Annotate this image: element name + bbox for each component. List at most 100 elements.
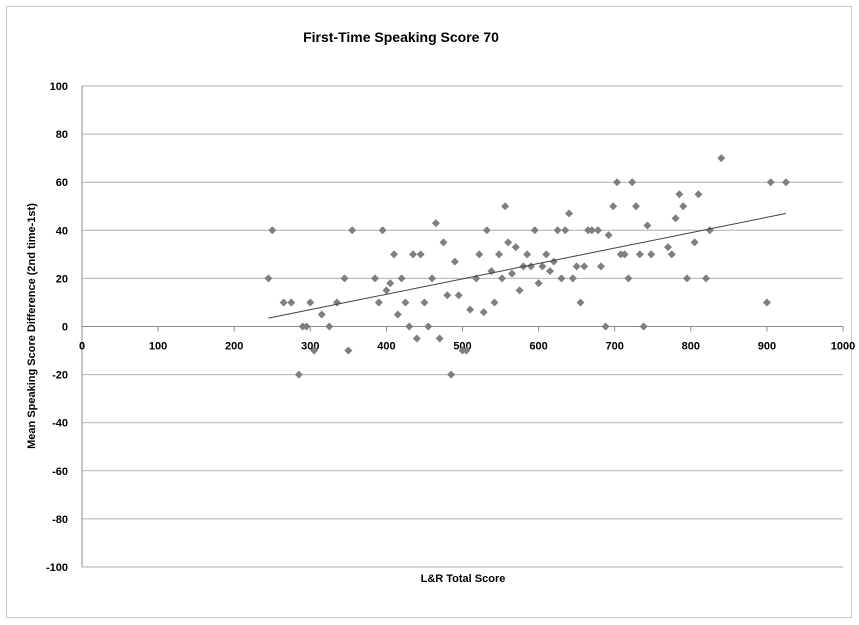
data-point: [302, 322, 311, 331]
data-point: [479, 308, 488, 317]
data-point: [639, 322, 648, 331]
data-point: [310, 346, 319, 355]
data-point: [766, 178, 775, 187]
data-point: [325, 322, 334, 331]
y-tick-label: 20: [56, 273, 68, 285]
data-point: [466, 305, 475, 314]
data-point: [762, 298, 771, 307]
data-point: [635, 250, 644, 259]
data-point: [597, 262, 606, 271]
y-tick-label: 0: [62, 322, 68, 334]
y-tick-label: 80: [56, 129, 68, 141]
data-point: [679, 202, 688, 211]
chart-frame: [6, 6, 852, 618]
x-tick-label: 1000: [831, 341, 855, 353]
data-point: [534, 279, 543, 288]
chart-title: First-Time Speaking Score 70: [303, 29, 499, 45]
y-tick-label: 60: [56, 177, 68, 189]
data-point: [435, 334, 444, 343]
data-point: [628, 178, 637, 187]
data-point: [344, 346, 353, 355]
data-point: [604, 231, 613, 240]
data-point: [397, 274, 406, 283]
data-point: [530, 226, 539, 235]
data-point: [538, 262, 547, 271]
data-point: [498, 274, 507, 283]
data-point: [675, 190, 684, 199]
data-point: [667, 250, 676, 259]
data-point: [620, 250, 629, 259]
data-point: [682, 274, 691, 283]
data-point: [424, 322, 433, 331]
y-tick-labels: 100 80 60 40 20 0 -20 -40 -60 -80 -100: [46, 81, 68, 574]
data-point: [561, 226, 570, 235]
data-point: [572, 262, 581, 271]
data-point: [690, 238, 699, 247]
data-point: [705, 226, 714, 235]
data-point: [287, 298, 296, 307]
data-point: [386, 279, 395, 288]
data-point: [781, 178, 790, 187]
data-point: [546, 267, 555, 276]
data-point: [568, 274, 577, 283]
data-point: [409, 250, 418, 259]
data-point: [450, 257, 459, 266]
data-point: [612, 178, 621, 187]
data-point: [717, 154, 726, 163]
data-point: [593, 226, 602, 235]
data-point: [663, 243, 672, 252]
data-point: [412, 334, 421, 343]
data-point: [523, 250, 532, 259]
y-tick-label: 100: [50, 81, 68, 93]
data-point: [515, 286, 524, 295]
x-axis-label: L&R Total Score: [421, 573, 506, 585]
data-point: [378, 226, 387, 235]
x-tick-label: 400: [377, 341, 395, 353]
data-point: [382, 286, 391, 295]
data-point: [526, 262, 535, 271]
data-point: [462, 346, 471, 355]
data-point: [443, 291, 452, 300]
y-axis-label: Mean Speaking Score Difference (2nd time…: [26, 203, 38, 449]
data-point: [694, 190, 703, 199]
data-point: [317, 310, 326, 319]
data-point: [702, 274, 711, 283]
data-point: [279, 298, 288, 307]
x-tick-label: 600: [529, 341, 547, 353]
x-tick-label: 800: [682, 341, 700, 353]
data-point: [671, 214, 680, 223]
data-point: [447, 370, 456, 379]
trendline-group: [268, 212, 787, 319]
x-tick-label: 200: [225, 341, 243, 353]
data-point: [632, 202, 641, 211]
data-point: [609, 202, 618, 211]
axes: [81, 86, 844, 567]
x-tick-label: 900: [758, 341, 776, 353]
data-point: [501, 202, 510, 211]
y-tick-label: -40: [52, 418, 68, 430]
data-point: [439, 238, 448, 247]
data-point: [576, 298, 585, 307]
data-point: [507, 269, 516, 278]
data-point: [390, 250, 399, 259]
data-point: [420, 298, 429, 307]
data-point: [268, 226, 277, 235]
data-point: [624, 274, 633, 283]
data-point: [431, 219, 440, 228]
data-point: [557, 274, 566, 283]
data-point: [495, 250, 504, 259]
data-point: [370, 274, 379, 283]
data-point: [374, 298, 383, 307]
y-tick-label: 40: [56, 225, 68, 237]
data-point: [511, 243, 520, 252]
x-tick-label: 700: [606, 341, 624, 353]
data-point: [416, 250, 425, 259]
data-point: [643, 221, 652, 230]
data-point: [306, 298, 315, 307]
data-point: [482, 226, 491, 235]
data-point: [553, 226, 562, 235]
data-point: [393, 310, 402, 319]
data-point: [405, 322, 414, 331]
y-tick-label: -60: [52, 466, 68, 478]
